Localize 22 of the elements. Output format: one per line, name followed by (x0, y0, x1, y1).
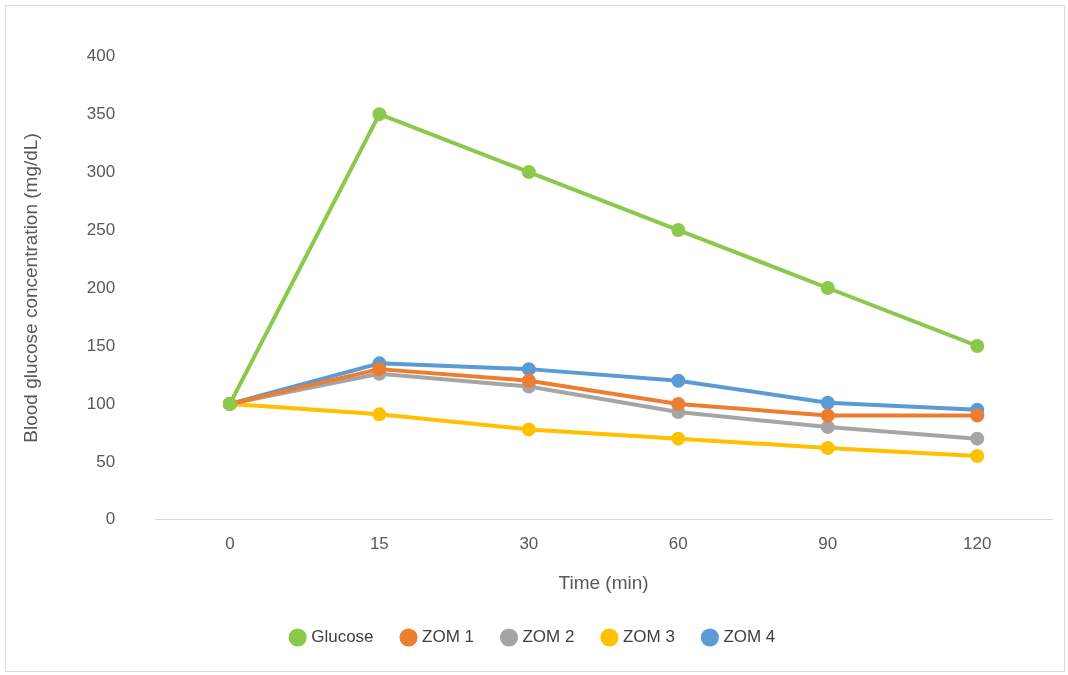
y-tick-label: 150 (86, 335, 116, 355)
y-tick-label: 350 (86, 103, 116, 123)
y-tick-label: 0 (105, 509, 116, 529)
y-tick-label: 400 (86, 45, 116, 65)
legend-label: ZOM 2 (522, 627, 575, 647)
y-tick-label: 200 (86, 277, 116, 297)
legend-label: ZOM 1 (422, 627, 474, 647)
y-axis-title: Blood glucose concentration (mg/dL) (19, 133, 41, 443)
legend-label: ZOM 4 (723, 627, 776, 647)
y-tick-label: 100 (86, 393, 116, 413)
x-tick-label: 60 (668, 533, 688, 553)
x-axis-title: Time (min) (558, 571, 649, 593)
x-tick-label: 120 (963, 533, 992, 553)
x-tick-label: 30 (519, 533, 539, 553)
x-tick-label: 90 (818, 533, 838, 553)
x-tick-label: 15 (369, 533, 389, 553)
y-tick-label: 250 (86, 219, 116, 239)
legend-label: Glucose (311, 627, 374, 647)
y-tick-label: 50 (96, 451, 116, 471)
legend-label: ZOM 3 (622, 627, 675, 647)
y-tick-label: 300 (86, 161, 116, 181)
x-tick-label: 0 (225, 533, 235, 553)
